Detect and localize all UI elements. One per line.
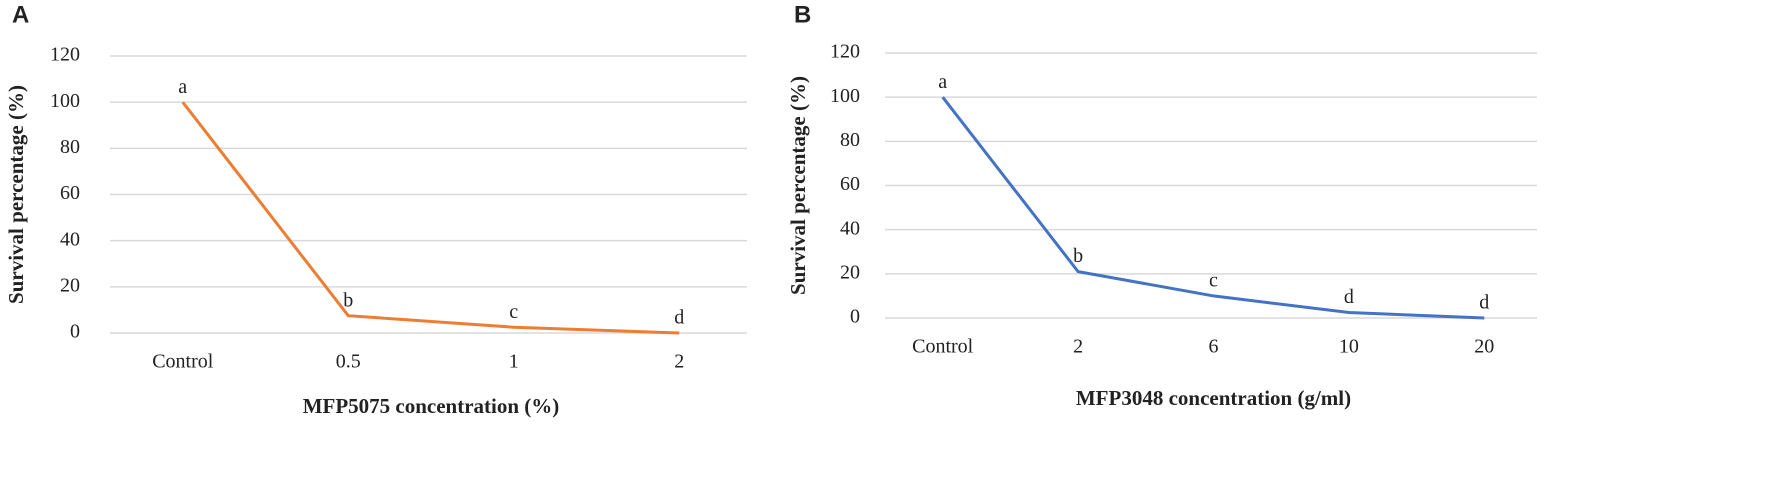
x-tick-label: 0.5 (336, 351, 361, 373)
x-tick-label: Control (912, 336, 974, 358)
panel-label: A (12, 1, 29, 28)
y-tick-label: 20 (840, 261, 860, 283)
line-series (181, 101, 680, 335)
line-series (941, 96, 1485, 320)
y-axis-title: Survival percentage (%) (4, 85, 28, 304)
x-tick-label: 10 (1339, 336, 1359, 358)
point-annotation: b (343, 289, 353, 311)
x-tick-label: 2 (674, 351, 684, 373)
y-tick-label: 120 (50, 44, 80, 66)
y-tick-label: 40 (60, 228, 80, 250)
y-tick-label: 40 (840, 217, 860, 239)
x-tick-label: 6 (1209, 336, 1219, 358)
point-annotation: d (674, 307, 684, 329)
y-tick-label: 0 (70, 321, 80, 343)
x-tick-label: Control (152, 351, 214, 373)
x-tick-label: 20 (1474, 336, 1494, 358)
x-axis-title: MFP5075 concentration (%) (303, 394, 560, 418)
point-annotation: d (1479, 292, 1489, 314)
y-tick-label: 100 (830, 85, 860, 107)
y-tick-label: 0 (850, 306, 860, 328)
y-tick-label: 60 (60, 182, 80, 204)
y-axis-title: Survival percentage (%) (786, 76, 810, 295)
point-annotation: a (178, 76, 187, 98)
x-axis-title: MFP3048 concentration (g/ml) (1076, 386, 1351, 410)
y-tick-label: 20 (60, 274, 80, 296)
y-tick-label: 120 (830, 41, 860, 63)
y-tick-label: 80 (840, 129, 860, 151)
point-annotation: d (1344, 286, 1354, 308)
point-annotation: a (938, 71, 947, 93)
x-tick-label: 1 (509, 351, 519, 373)
y-tick-label: 80 (60, 136, 80, 158)
point-annotation: c (1209, 270, 1218, 292)
point-annotation: c (509, 301, 518, 323)
y-tick-label: 60 (840, 173, 860, 195)
panel-label: B (794, 1, 811, 28)
point-annotation: b (1073, 245, 1083, 267)
x-tick-label: 2 (1073, 336, 1083, 358)
y-tick-label: 100 (50, 90, 80, 112)
